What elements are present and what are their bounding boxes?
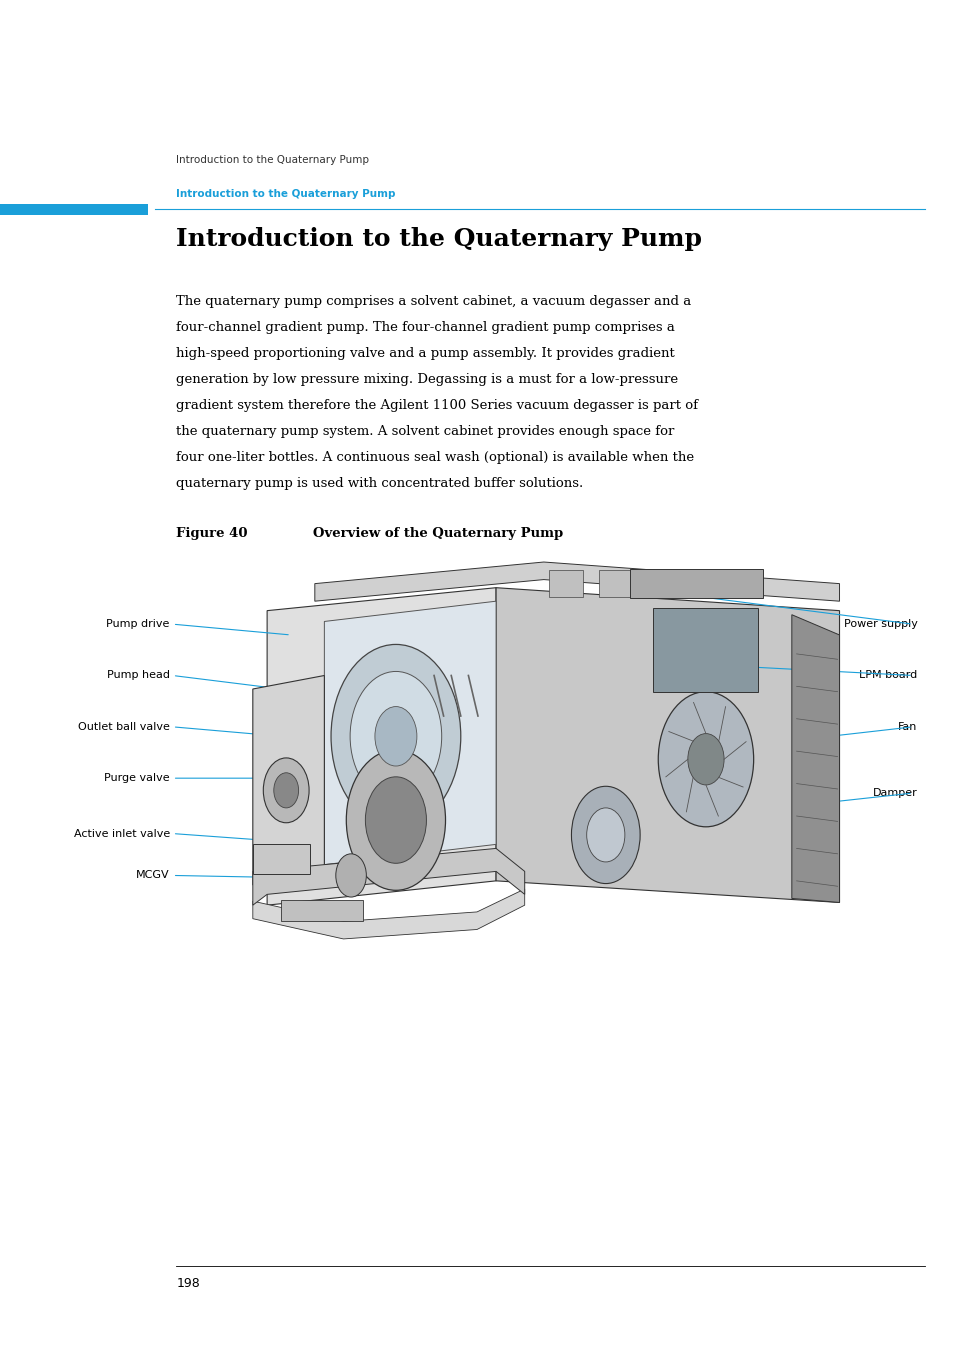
Text: Pump head: Pump head xyxy=(107,670,170,681)
Text: MCGV: MCGV xyxy=(136,870,170,881)
Circle shape xyxy=(586,808,624,862)
Text: the quaternary pump system. A solvent cabinet provides enough space for: the quaternary pump system. A solvent ca… xyxy=(176,424,674,438)
Text: high-speed proportioning valve and a pump assembly. It provides gradient: high-speed proportioning valve and a pum… xyxy=(176,347,675,359)
Bar xyxy=(548,570,582,597)
Text: Introduction to the Quaternary Pump: Introduction to the Quaternary Pump xyxy=(176,189,395,199)
Text: Outlet ball valve: Outlet ball valve xyxy=(78,721,170,732)
Bar xyxy=(649,570,683,597)
Text: gradient system therefore the Agilent 1100 Series vacuum degasser is part of: gradient system therefore the Agilent 11… xyxy=(176,399,698,412)
Circle shape xyxy=(346,750,445,890)
Circle shape xyxy=(263,758,309,823)
Text: LPM board: LPM board xyxy=(859,670,917,681)
Text: Damper: Damper xyxy=(872,788,917,798)
Text: Power supply: Power supply xyxy=(843,619,917,630)
Circle shape xyxy=(658,692,753,827)
Circle shape xyxy=(331,644,460,828)
Text: Overview of the Quaternary Pump: Overview of the Quaternary Pump xyxy=(313,527,562,540)
Text: Figure 40: Figure 40 xyxy=(176,527,248,540)
Text: Introduction to the Quaternary Pump: Introduction to the Quaternary Pump xyxy=(176,227,701,251)
Text: four one-liter bottles. A continuous seal wash (optional) is available when the: four one-liter bottles. A continuous sea… xyxy=(176,451,694,463)
Circle shape xyxy=(335,854,366,897)
Circle shape xyxy=(274,773,298,808)
Bar xyxy=(0,204,148,215)
Bar xyxy=(281,900,362,921)
Bar xyxy=(598,570,633,597)
Text: generation by low pressure mixing. Degassing is a must for a low-pressure: generation by low pressure mixing. Degas… xyxy=(176,373,678,386)
Text: 198: 198 xyxy=(176,1277,200,1290)
Circle shape xyxy=(687,734,723,785)
Bar xyxy=(700,570,734,597)
Polygon shape xyxy=(324,601,496,865)
Polygon shape xyxy=(314,562,839,601)
Polygon shape xyxy=(496,588,839,902)
Text: The quaternary pump comprises a solvent cabinet, a vacuum degasser and a: The quaternary pump comprises a solvent … xyxy=(176,295,691,308)
Polygon shape xyxy=(253,848,524,905)
Bar xyxy=(629,569,762,598)
Circle shape xyxy=(375,707,416,766)
Text: Pump drive: Pump drive xyxy=(107,619,170,630)
Text: Purge valve: Purge valve xyxy=(104,773,170,784)
Polygon shape xyxy=(253,676,324,885)
Polygon shape xyxy=(253,889,524,939)
Text: Active inlet valve: Active inlet valve xyxy=(73,828,170,839)
Bar xyxy=(253,844,310,874)
Circle shape xyxy=(350,671,441,801)
Text: Introduction to the Quaternary Pump: Introduction to the Quaternary Pump xyxy=(176,155,369,165)
Circle shape xyxy=(571,786,639,884)
Bar xyxy=(653,608,758,692)
Polygon shape xyxy=(267,588,496,905)
Text: four-channel gradient pump. The four-channel gradient pump comprises a: four-channel gradient pump. The four-cha… xyxy=(176,320,675,334)
Circle shape xyxy=(365,777,426,863)
Text: quaternary pump is used with concentrated buffer solutions.: quaternary pump is used with concentrate… xyxy=(176,477,583,490)
Text: Fan: Fan xyxy=(898,721,917,732)
Polygon shape xyxy=(791,615,839,902)
